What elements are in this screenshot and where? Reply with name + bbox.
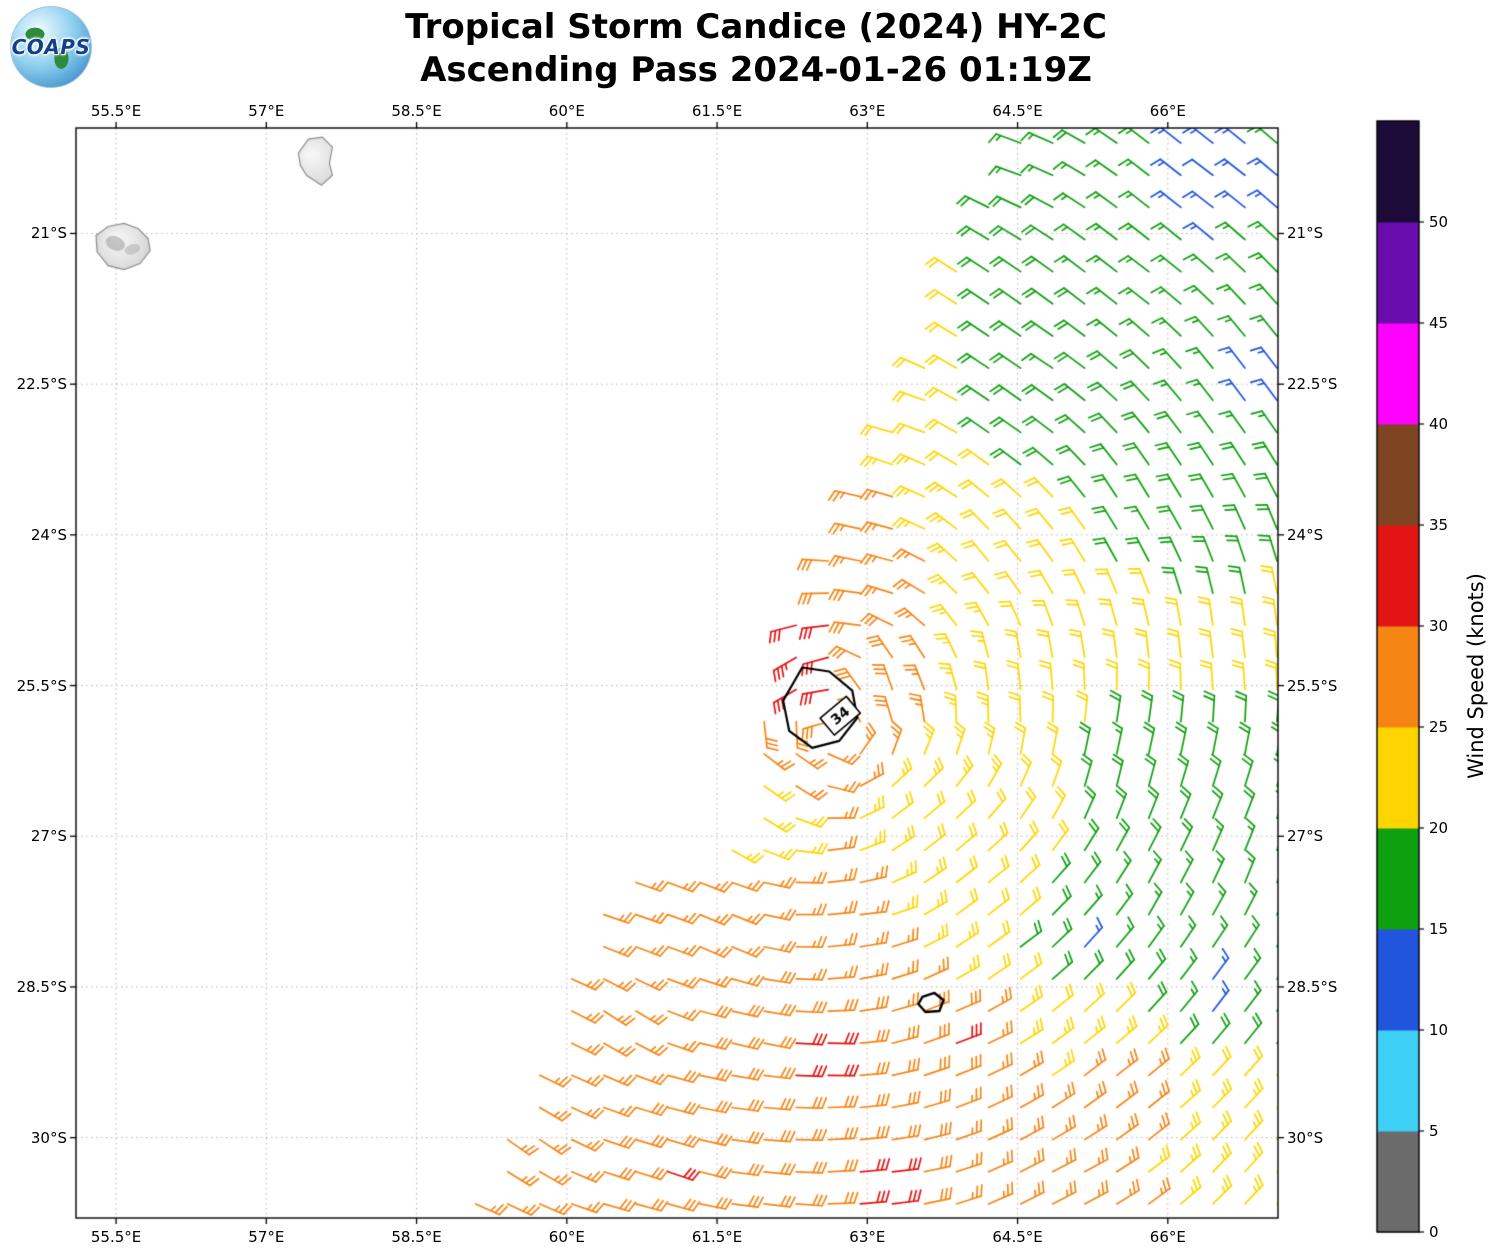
x-axis-top-tick-label: 55.5°E (90, 102, 142, 120)
plot-title: Tropical Storm Candice (2024) HY-2C Asce… (0, 6, 1512, 91)
y-axis-left-tick-label: 30°S (30, 1128, 67, 1147)
y-axis-left-tick-label: 22.5°S (16, 375, 67, 394)
y-axis-left-tick-label: 28.5°S (16, 977, 67, 996)
y-axis-left-tick-label: 21°S (30, 224, 67, 243)
y-axis-right-tick-label: 22.5°S (1287, 375, 1338, 394)
y-axis-right-tick-label: 21°S (1287, 224, 1324, 243)
colorbar-tick-label: 30 (1429, 617, 1449, 635)
x-axis-top-tick-label: 63°E (849, 102, 886, 120)
x-axis-bottom-tick-label: 58.5°E (391, 1228, 442, 1246)
x-axis-bottom-tick-label: 61.5°E (691, 1228, 743, 1246)
x-axis-top-tick-label: 58.5°E (391, 102, 442, 120)
x-axis-top-tick-label: 61.5°E (691, 102, 743, 120)
colorbar-tick-label: 35 (1429, 516, 1449, 534)
coaps-logo: COAPS (10, 6, 92, 88)
x-axis-bottom-tick-label: 64.5°E (992, 1228, 1043, 1246)
x-axis-top-tick-label: 57°E (248, 102, 285, 120)
x-axis-bottom-tick-label: 57°E (248, 1228, 285, 1246)
title-line-2: Ascending Pass 2024-01-26 01:19Z (420, 49, 1092, 90)
x-axis-bottom-tick-label: 60°E (548, 1228, 585, 1246)
colorbar-tick-label: 20 (1429, 819, 1449, 837)
title-line-1: Tropical Storm Candice (2024) HY-2C (405, 7, 1107, 47)
x-axis-bottom-tick-label: 66°E (1149, 1228, 1186, 1246)
y-axis-right-tick-label: 24°S (1287, 525, 1324, 544)
colorbar-label: Wind Speed (knots) (1464, 573, 1488, 779)
x-axis-top-tick-label: 60°E (548, 102, 585, 120)
colorbar-tick-label: 25 (1429, 718, 1449, 736)
colorbar-tick-label: 40 (1429, 415, 1449, 433)
y-axis-left-tick-label: 24°S (30, 525, 67, 544)
y-axis-left-tick-label: 27°S (30, 827, 67, 846)
colorbar-tick-label: 45 (1429, 314, 1449, 332)
x-axis-bottom-tick-label: 63°E (849, 1228, 886, 1246)
colorbar-tick-label: 15 (1429, 920, 1449, 938)
colorbar-tick-label: 0 (1429, 1223, 1439, 1241)
y-axis-right-tick-label: 25.5°S (1287, 676, 1338, 695)
colorbar-tick-label: 5 (1429, 1122, 1439, 1140)
colorbar-tick-label: 10 (1429, 1021, 1449, 1039)
y-axis-right-tick-label: 27°S (1287, 827, 1324, 846)
y-axis-right-tick-label: 28.5°S (1287, 977, 1338, 996)
coaps-logo-text: COAPS (11, 35, 91, 59)
x-axis-top-tick-label: 66°E (1149, 102, 1186, 120)
y-axis-left-tick-label: 25.5°S (16, 676, 67, 695)
colorbar-tick-label: 50 (1429, 213, 1449, 231)
y-axis-right-tick-label: 30°S (1287, 1128, 1324, 1147)
x-axis-top-tick-label: 64.5°E (992, 102, 1043, 120)
x-axis-bottom-tick-label: 55.5°E (90, 1228, 142, 1246)
